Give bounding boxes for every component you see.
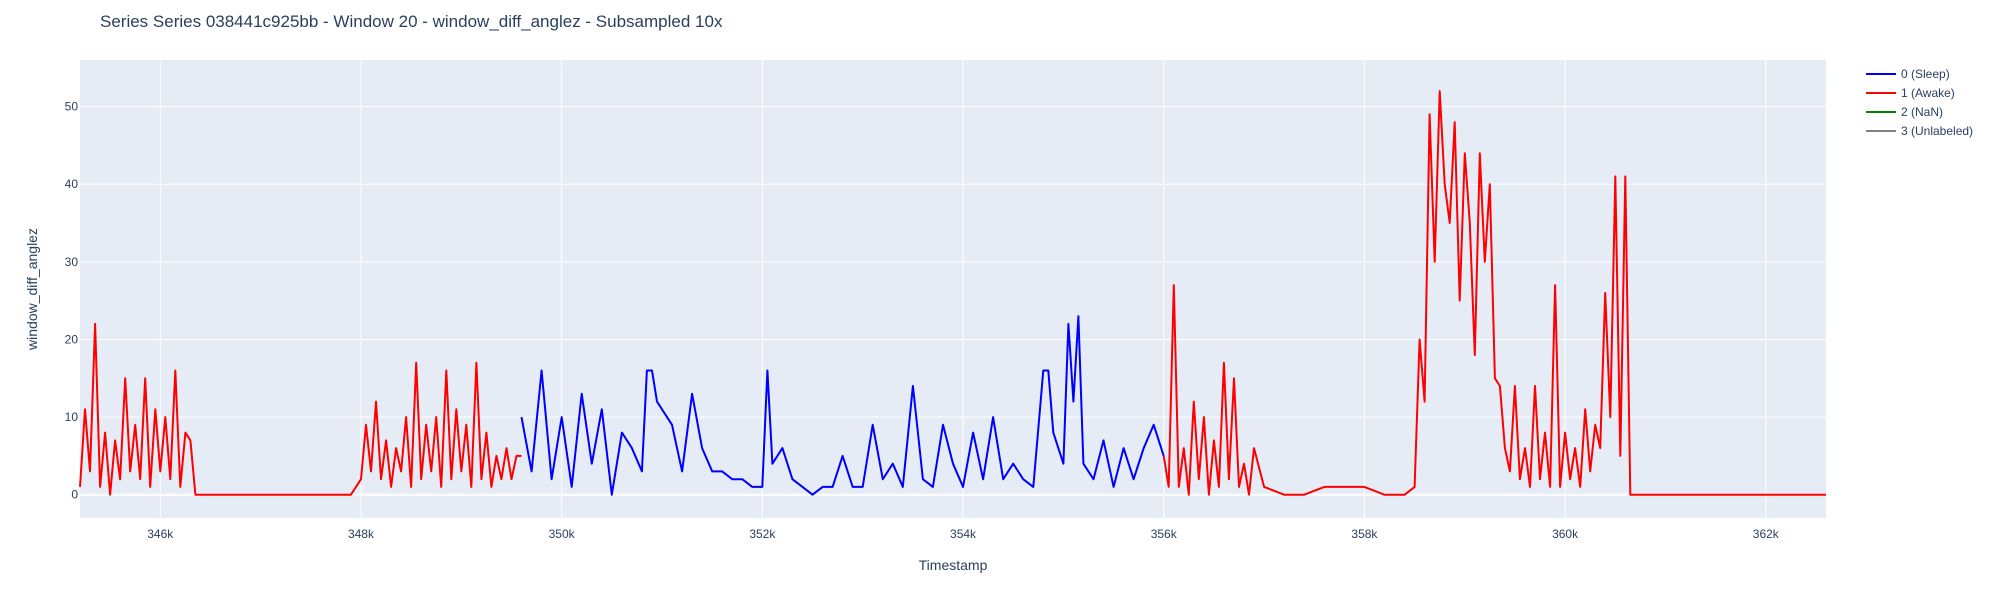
x-tick-label: 358k <box>1351 527 1378 541</box>
y-tick-label: 20 <box>65 332 79 346</box>
y-tick-label: 30 <box>65 255 79 269</box>
y-tick-label: 10 <box>65 410 79 424</box>
legend-label: 2 (NaN) <box>1901 105 1943 119</box>
x-tick-label: 362k <box>1753 527 1780 541</box>
legend[interactable]: 0 (Sleep) 1 (Awake) 2 (NaN) 3 (Unlabeled) <box>1866 67 1973 138</box>
x-tick-label: 346k <box>147 527 174 541</box>
legend-label: 0 (Sleep) <box>1901 67 1950 81</box>
chart-title: Series Series 038441c925bb - Window 20 -… <box>100 12 723 31</box>
plot-area <box>80 60 1826 518</box>
x-axis-title: Timestamp <box>919 557 988 573</box>
x-tick-label: 354k <box>950 527 977 541</box>
x-tick-label: 352k <box>749 527 776 541</box>
y-tick-label: 50 <box>65 100 79 114</box>
series-line-0-0 <box>520 315 1165 496</box>
series-layer <box>79 90 1826 496</box>
series-line-1-0 <box>79 322 522 496</box>
legend-item[interactable]: 2 (NaN) <box>1866 105 1943 119</box>
y-axis-title: window_diff_anglez <box>24 228 40 351</box>
x-tick-label: 350k <box>549 527 576 541</box>
y-axis-ticks: 0 10 20 30 40 50 <box>65 100 79 502</box>
x-tick-label: 348k <box>348 527 375 541</box>
legend-label: 1 (Awake) <box>1901 86 1955 100</box>
y-tick-label: 40 <box>65 177 79 191</box>
legend-item[interactable]: 3 (Unlabeled) <box>1866 124 1973 138</box>
legend-item[interactable]: 0 (Sleep) <box>1866 67 1950 81</box>
series-line-1-1 <box>1162 90 1826 496</box>
x-tick-label: 356k <box>1151 527 1178 541</box>
x-axis-ticks: 346k 348k 350k 352k 354k 356k 358k 360k 362k <box>147 527 1780 541</box>
legend-item[interactable]: 1 (Awake) <box>1866 86 1955 100</box>
legend-label: 3 (Unlabeled) <box>1901 124 1973 138</box>
y-tick-label: 0 <box>71 488 78 502</box>
x-tick-label: 360k <box>1552 527 1579 541</box>
